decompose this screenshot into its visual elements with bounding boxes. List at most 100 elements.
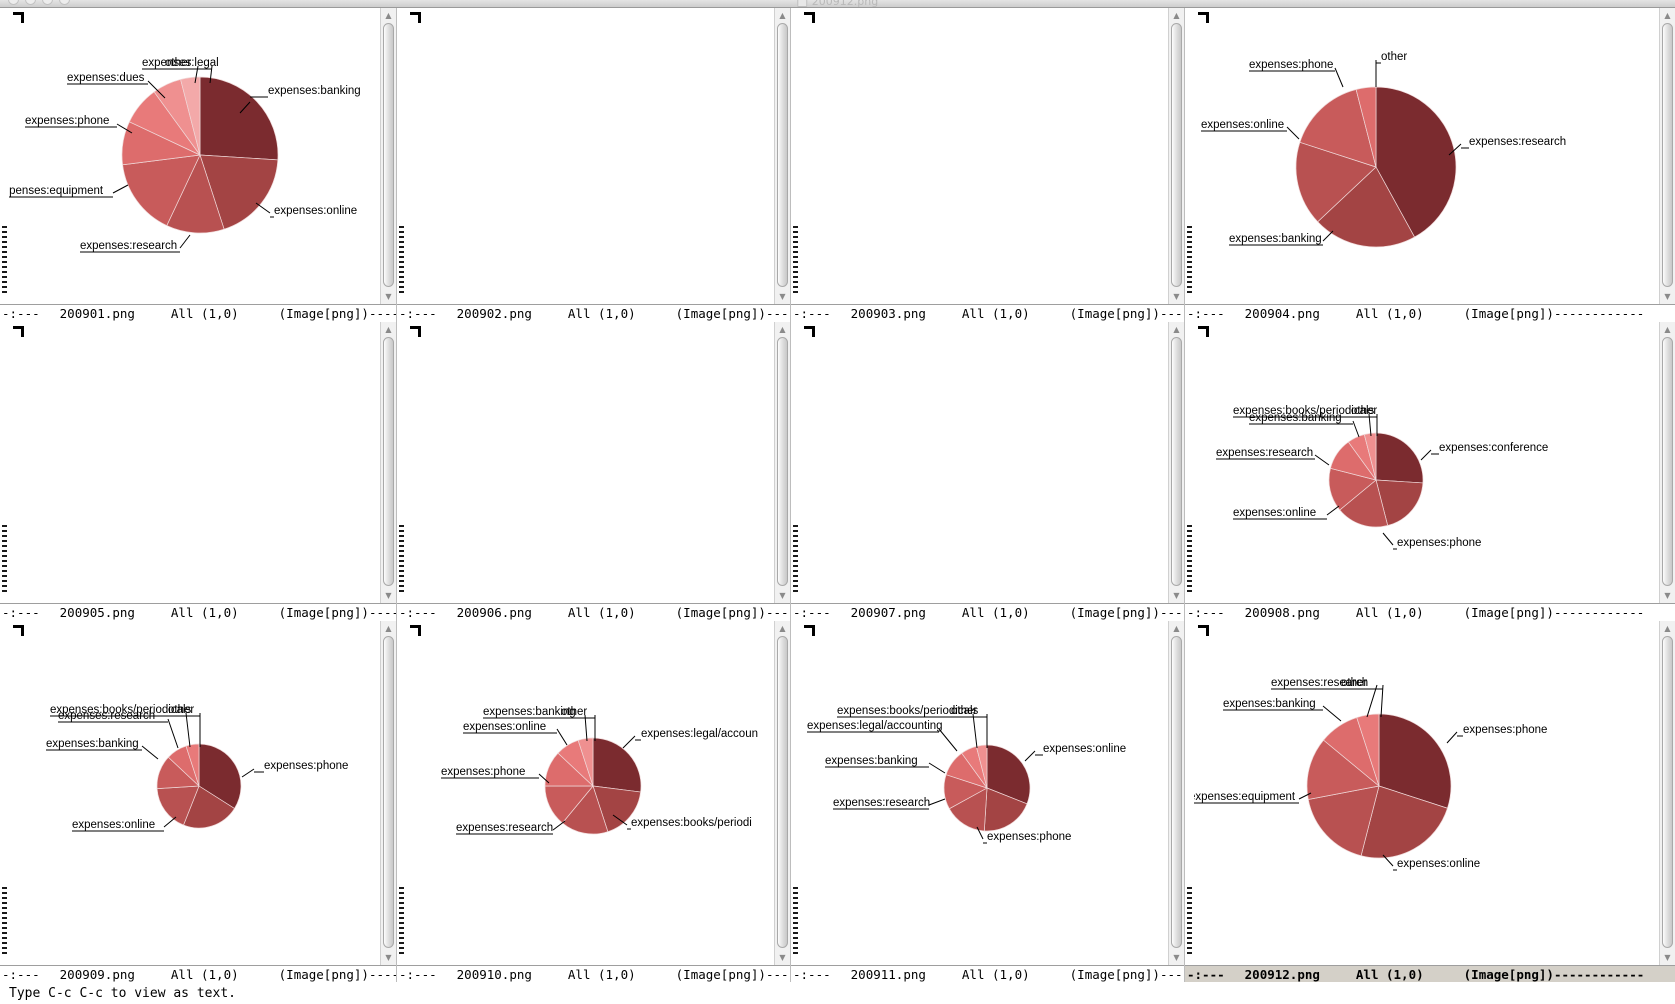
- scrollbar-thumb[interactable]: [777, 337, 788, 586]
- mode-line-200903[interactable]: -:--- 200903.png All (1,0) (Image[png])----…: [791, 304, 1184, 322]
- scroll-up-arrow-icon[interactable]: ▲: [1664, 10, 1671, 20]
- vertical-scrollbar[interactable]: ▲ ▼: [1659, 8, 1675, 304]
- scroll-down-arrow-icon[interactable]: ▼: [779, 291, 786, 301]
- scroll-up-arrow-icon[interactable]: ▲: [1173, 623, 1180, 633]
- scrollbar-thumb[interactable]: [1171, 23, 1182, 287]
- vertical-scrollbar[interactable]: ▲ ▼: [380, 8, 396, 304]
- scroll-down-arrow-icon[interactable]: ▼: [1664, 952, 1671, 962]
- image-canvas[interactable]: expenses:conference expenses:phone expense…: [1194, 322, 1658, 603]
- scrollbar-thumb[interactable]: [1662, 337, 1673, 586]
- scroll-down-arrow-icon[interactable]: ▼: [1173, 291, 1180, 301]
- mode-line-200906[interactable]: -:--- 200906.png All (1,0) (Image[png])----…: [397, 603, 790, 621]
- vertical-scrollbar[interactable]: ▲ ▼: [380, 621, 396, 965]
- window-controls[interactable]: [8, 0, 70, 5]
- minibuffer[interactable]: Type C-c C-c to view as text.: [0, 982, 1675, 1004]
- scroll-down-arrow-icon[interactable]: ▼: [1664, 291, 1671, 301]
- vertical-scrollbar[interactable]: ▲ ▼: [1659, 322, 1675, 603]
- mode-line-200905[interactable]: -:--- 200905.png All (1,0) (Image[png])----…: [0, 603, 396, 621]
- vertical-scrollbar[interactable]: ▲ ▼: [1168, 8, 1184, 304]
- label-text: expenses:books/periodicals: [50, 704, 192, 716]
- image-canvas[interactable]: expenses:phoneexpenses:onlineexpenses:re…: [406, 322, 773, 603]
- scrollbar-thumb[interactable]: [1171, 636, 1182, 948]
- image-canvas[interactable]: expenses:legal/accoun expenses:books/peri…: [406, 621, 773, 965]
- emacs-window-200904[interactable]: expenses:research expenses:banking expense…: [1184, 8, 1675, 322]
- scroll-down-arrow-icon[interactable]: ▼: [1173, 590, 1180, 600]
- vertical-scrollbar[interactable]: ▲ ▼: [1168, 621, 1184, 965]
- emacs-window-200908[interactable]: expenses:conference expenses:phone expense…: [1184, 322, 1675, 621]
- emacs-window-200912[interactable]: expenses:phone expenses:online expenses:eq…: [1184, 621, 1675, 983]
- vertical-scrollbar[interactable]: ▲ ▼: [1168, 322, 1184, 603]
- scroll-down-arrow-icon[interactable]: ▼: [385, 952, 392, 962]
- scroll-up-arrow-icon[interactable]: ▲: [1664, 324, 1671, 334]
- mode-line-200911[interactable]: -:--- 200911.png All (1,0) (Image[png])----…: [791, 965, 1184, 983]
- mode-line-200908[interactable]: -:--- 200908.png All (1,0) (Image[png]) ----…: [1185, 603, 1675, 621]
- image-canvas[interactable]: expenses:phoneexpenses:equipmentexpenses…: [800, 8, 1167, 304]
- label-leader-line: [112, 184, 129, 194]
- mode-line-buffer-name: 200907.png: [850, 605, 926, 620]
- emacs-window-200903[interactable]: expenses:phoneexpenses:equipmentexpenses…: [790, 8, 1184, 322]
- scroll-up-arrow-icon[interactable]: ▲: [779, 10, 786, 20]
- image-canvas[interactable]: expenses:phone expenses:online expenses:ba…: [9, 621, 379, 965]
- emacs-window-200901[interactable]: expenses:banking expenses:online expenses:…: [0, 8, 396, 322]
- maximize-button[interactable]: [42, 0, 53, 5]
- mode-line-200901[interactable]: -:--- 200901.png All (1,0) (Image[png])----…: [0, 304, 396, 322]
- scroll-down-arrow-icon[interactable]: ▼: [779, 590, 786, 600]
- mode-line-200907[interactable]: -:--- 200907.png All (1,0) (Image[png])----…: [791, 603, 1184, 621]
- emacs-window-200911[interactable]: expenses:online expenses:phone expenses:re…: [790, 621, 1184, 983]
- scroll-down-arrow-icon[interactable]: ▼: [385, 291, 392, 301]
- image-canvas[interactable]: expenses:phoneexpenses:bankingexpenses:r…: [9, 322, 379, 603]
- mode-line-coverage: All (1,0): [170, 967, 239, 982]
- image-canvas[interactable]: expenses:online expenses:phone expenses:re…: [800, 621, 1167, 965]
- scroll-down-arrow-icon[interactable]: ▼: [385, 590, 392, 600]
- menu-button[interactable]: [59, 0, 70, 5]
- scroll-up-arrow-icon[interactable]: ▲: [385, 324, 392, 334]
- scroll-down-arrow-icon[interactable]: ▼: [1173, 952, 1180, 962]
- image-canvas[interactable]: expenses:research expenses:banking expense…: [1194, 8, 1658, 304]
- mode-line-200910[interactable]: -:--- 200910.png All (1,0) (Image[png])----…: [397, 965, 790, 983]
- image-canvas[interactable]: expenses:phone expenses:online expenses:eq…: [1194, 621, 1658, 965]
- minibuffer-message: Type C-c C-c to view as text.: [9, 985, 236, 1001]
- emacs-window-200902[interactable]: expenses:phoneexpenses:bankingexpenses:b…: [396, 8, 790, 322]
- image-canvas[interactable]: expenses:researchexpenses:books/periodic…: [800, 322, 1167, 603]
- scrollbar-thumb[interactable]: [383, 337, 394, 586]
- minimize-button[interactable]: [25, 0, 36, 5]
- scrollbar-thumb[interactable]: [777, 23, 788, 287]
- scrollbar-thumb[interactable]: [383, 636, 394, 948]
- mode-line-200909[interactable]: -:--- 200909.png All (1,0) (Image[png])----…: [0, 965, 396, 983]
- emacs-window-200909[interactable]: expenses:phone expenses:online expenses:ba…: [0, 621, 396, 983]
- scroll-up-arrow-icon[interactable]: ▲: [1173, 10, 1180, 20]
- emacs-window-200907[interactable]: expenses:researchexpenses:books/periodic…: [790, 322, 1184, 621]
- scroll-up-arrow-icon[interactable]: ▲: [779, 623, 786, 633]
- image-canvas[interactable]: expenses:phoneexpenses:bankingexpenses:b…: [406, 8, 773, 304]
- close-button[interactable]: [8, 0, 19, 5]
- label-text: expenses:research: [833, 797, 930, 809]
- scrollbar-thumb[interactable]: [1662, 636, 1673, 948]
- scroll-up-arrow-icon[interactable]: ▲: [385, 10, 392, 20]
- scrollbar-thumb[interactable]: [1171, 337, 1182, 586]
- mode-line-major-mode: (Image[png]): [278, 605, 369, 620]
- vertical-scrollbar[interactable]: ▲ ▼: [774, 8, 790, 304]
- vertical-scrollbar[interactable]: ▲ ▼: [380, 322, 396, 603]
- scroll-down-arrow-icon[interactable]: ▼: [1664, 590, 1671, 600]
- emacs-window-200910[interactable]: expenses:legal/accoun expenses:books/peri…: [396, 621, 790, 983]
- emacs-window-200905[interactable]: expenses:phoneexpenses:bankingexpenses:r…: [0, 322, 396, 621]
- emacs-window-200906[interactable]: expenses:phoneexpenses:onlineexpenses:re…: [396, 322, 790, 621]
- vertical-scrollbar[interactable]: ▲ ▼: [774, 322, 790, 603]
- scrollbar-thumb[interactable]: [777, 636, 788, 948]
- vertical-scrollbar[interactable]: ▲ ▼: [1659, 621, 1675, 965]
- mode-line-200912[interactable]: -:--- 200912.png All (1,0) (Image[png]) ----…: [1185, 965, 1675, 983]
- vertical-scrollbar[interactable]: ▲ ▼: [774, 621, 790, 965]
- scroll-up-arrow-icon[interactable]: ▲: [1173, 324, 1180, 334]
- pie-slice-label: expenses:research: [80, 234, 191, 253]
- mode-line-200902[interactable]: -:--- 200902.png All (1,0) (Image[png])----…: [397, 304, 790, 322]
- scroll-up-arrow-icon[interactable]: ▲: [779, 324, 786, 334]
- scroll-up-arrow-icon[interactable]: ▲: [385, 623, 392, 633]
- scrollbar-thumb[interactable]: [383, 23, 394, 287]
- mode-line-200904[interactable]: -:--- 200904.png All (1,0) (Image[png]) ----…: [1185, 304, 1675, 322]
- label-leader-line: [1352, 420, 1360, 438]
- image-canvas[interactable]: expenses:banking expenses:online expenses:…: [9, 8, 379, 304]
- scroll-up-arrow-icon[interactable]: ▲: [1664, 623, 1671, 633]
- label-leader-line: [167, 718, 179, 749]
- scroll-down-arrow-icon[interactable]: ▼: [779, 952, 786, 962]
- scrollbar-thumb[interactable]: [1662, 23, 1673, 287]
